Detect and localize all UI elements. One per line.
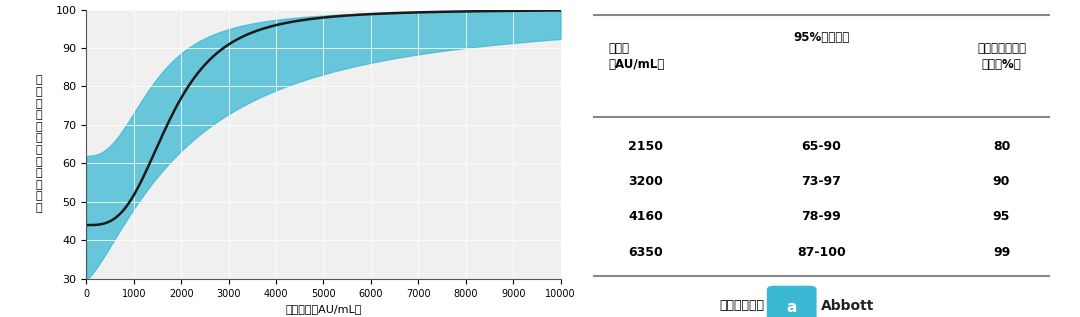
X-axis label: 抗体価　（AU/mL）: 抗体価 （AU/mL） bbox=[285, 304, 362, 314]
Text: 抗体価
（AU/mL）: 抗体価 （AU/mL） bbox=[608, 42, 664, 71]
Text: 6350: 6350 bbox=[629, 245, 663, 259]
Text: 65-90: 65-90 bbox=[801, 140, 841, 153]
Text: 78-99: 78-99 bbox=[801, 210, 841, 223]
Y-axis label: 発
症
予
防
効
果
の
確
率
（
％
）: 発 症 予 防 効 果 の 確 率 （ ％ ） bbox=[36, 75, 42, 213]
Text: 参考データ：: 参考データ： bbox=[719, 299, 765, 313]
Text: a: a bbox=[786, 300, 797, 315]
Text: 3200: 3200 bbox=[629, 175, 663, 189]
FancyBboxPatch shape bbox=[767, 286, 816, 317]
Text: 95: 95 bbox=[993, 210, 1010, 223]
Text: Abbott: Abbott bbox=[821, 299, 875, 313]
Text: 73-97: 73-97 bbox=[801, 175, 841, 189]
Text: 2150: 2150 bbox=[629, 140, 663, 153]
Text: 87-100: 87-100 bbox=[797, 245, 846, 259]
Text: 80: 80 bbox=[993, 140, 1010, 153]
Text: 95%信頼区間: 95%信頼区間 bbox=[793, 31, 850, 44]
Text: 90: 90 bbox=[993, 175, 1010, 189]
Text: 発症予防効果の
確率（%）: 発症予防効果の 確率（%） bbox=[977, 42, 1026, 71]
Text: 99: 99 bbox=[993, 245, 1010, 259]
Text: 4160: 4160 bbox=[629, 210, 663, 223]
